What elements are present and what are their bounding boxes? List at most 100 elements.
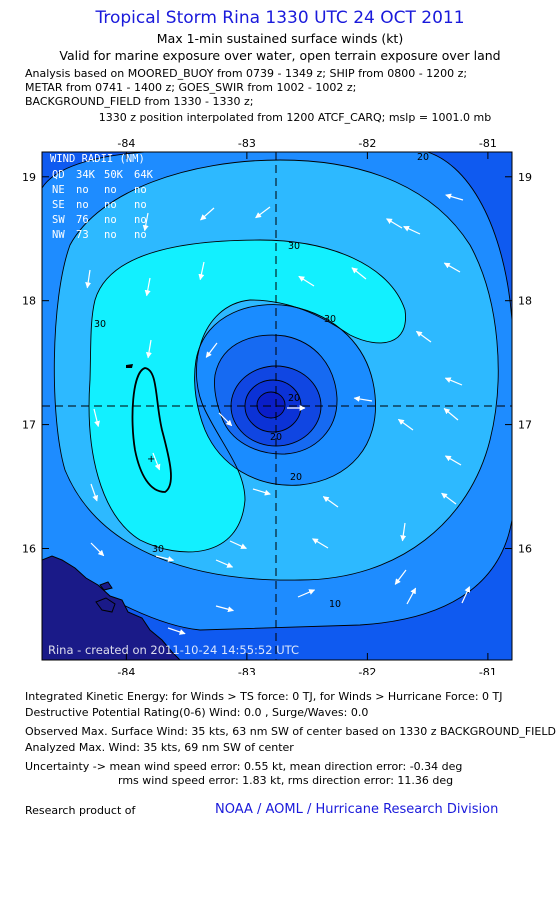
map-title: Tropical Storm Rina 1330 UTC 24 OCT 2011 xyxy=(95,8,465,28)
uncertainty-rms-text: rms wind speed error: 1.83 kt, rms direc… xyxy=(118,774,454,787)
wind-vector-arrow xyxy=(415,330,432,343)
map-subtitle-validity: Valid for marine exposure over water, op… xyxy=(59,48,501,63)
wind-level-core xyxy=(257,392,285,418)
contour-label: 30 xyxy=(152,544,164,555)
map-subtitle: Max 1-min sustained surface winds (kt) xyxy=(156,31,404,46)
wind-radii-cell: no xyxy=(104,229,117,241)
wind-vector-arrow xyxy=(322,496,339,508)
wind-vector-arrow xyxy=(443,262,461,273)
wind-radii-cell: no xyxy=(76,199,89,211)
lon-tick-label-top: -82 xyxy=(358,137,376,150)
center-crosshair xyxy=(42,152,512,660)
wind-vector-arrow xyxy=(205,342,218,358)
wind-vectors xyxy=(85,193,471,635)
uncertainty-text: Uncertainty -> mean wind speed error: 0.… xyxy=(25,760,463,773)
research-label: Research product of xyxy=(25,804,136,817)
wind-radii-cell: no xyxy=(134,199,147,211)
wind-vector-arrow xyxy=(167,627,186,635)
wind-radii-cell: SW xyxy=(52,214,65,226)
contour-label: 20 xyxy=(288,393,300,404)
wind-vector-arrow xyxy=(445,193,464,201)
wind-radii-header: 50K xyxy=(104,169,124,181)
wind-vector-arrow xyxy=(218,412,233,427)
contour-label: 30 xyxy=(288,241,300,252)
contour-label: 20 xyxy=(417,152,429,163)
axis-tick-labels: -84 -84 -83 -83 -82 -82 -81 -81 19 19 18 18 17 17 16 16 xyxy=(22,137,532,675)
max-wind-marker: + xyxy=(147,454,155,465)
wind-vector-arrow xyxy=(394,569,407,585)
analysis-line: Analysis based on MOORED_BUOY from 0739 … xyxy=(25,67,468,80)
lat-tick-label-left: 17 xyxy=(22,419,36,432)
lat-tick-label-right: 19 xyxy=(518,171,532,184)
lon-tick-label-top: -83 xyxy=(238,137,256,150)
wind-vector-arrow xyxy=(298,275,315,287)
island xyxy=(95,597,116,613)
wind-vector-arrow xyxy=(215,605,234,613)
dpr-text: Destructive Potential Rating(0-6) Wind: … xyxy=(25,706,369,719)
wind-vector-arrow xyxy=(142,212,149,232)
wind-vector-arrow xyxy=(441,492,457,505)
wind-map: 30 30 30 30 20 20 20 20 10 -84 -84 -83 -83 -82 -82 -81… xyxy=(22,137,532,675)
wind-radii-cell: no xyxy=(104,214,117,226)
axis-ticks xyxy=(42,152,512,660)
wind-vector-arrow xyxy=(351,267,367,280)
wind-vector-arrow xyxy=(353,395,373,402)
wind-vector-arrow xyxy=(85,269,92,289)
lat-tick-label-right: 16 xyxy=(518,542,532,555)
wind-vector-arrow xyxy=(386,218,403,229)
lon-tick-label-top: -84 xyxy=(117,137,135,150)
wind-vector-arrow xyxy=(215,559,234,568)
wind-vector-arrow xyxy=(90,483,99,502)
created-label: Rina - created on 2011-10-24 14:55:52 UT… xyxy=(48,643,299,657)
lon-tick-label-top: -81 xyxy=(479,137,497,150)
ike-text: Integrated Kinetic Energy: for Winds > T… xyxy=(25,690,503,703)
contour-label: 20 xyxy=(290,472,302,483)
lon-tick-label-bottom: -84 xyxy=(117,666,135,675)
wind-vector-arrow xyxy=(155,555,175,562)
island xyxy=(126,364,133,368)
wind-radii-cell: no xyxy=(104,184,117,196)
lat-tick-label-left: 18 xyxy=(22,295,36,308)
org-link[interactable]: NOAA / AOML / Hurricane Research Divisio… xyxy=(215,802,499,817)
wind-radii-cell: no xyxy=(76,184,89,196)
contour-labels: 30 30 30 30 20 20 20 20 10 xyxy=(94,152,429,610)
wind-vector-arrow xyxy=(198,261,205,281)
wind-vector-arrow xyxy=(444,455,462,466)
analysis-line: METAR from 0741 - 1400 z; GOES_SWIR from… xyxy=(25,81,357,94)
analyzed-wind-text: Analyzed Max. Wind: 35 kts, 69 nm SW of … xyxy=(25,741,294,754)
lat-tick-label-left: 19 xyxy=(22,171,36,184)
wind-vector-arrow xyxy=(400,522,407,542)
wind-radii-cell: no xyxy=(134,184,147,196)
wind-radii-cell: 73 xyxy=(76,229,89,241)
contour-label: 10 xyxy=(329,599,341,610)
wind-vector-arrow xyxy=(229,540,247,549)
wind-radii-cell: NE xyxy=(52,184,65,196)
wind-vector-arrow xyxy=(406,587,417,605)
wind-vector-arrow xyxy=(200,207,215,221)
wind-vector-arrow xyxy=(297,589,316,598)
plot-frame xyxy=(41,151,513,661)
analysis-line: BACKGROUND_FIELD from 1330 - 1330 z; xyxy=(25,95,254,108)
wind-vector-arrow xyxy=(255,206,271,219)
wind-vector-arrow xyxy=(152,452,161,471)
wind-radii-header: 34K xyxy=(76,169,96,181)
contour-label: 30 xyxy=(94,319,106,330)
wind-vector-arrow xyxy=(461,586,471,604)
contour-label: 30 xyxy=(324,314,336,325)
wind-vector-arrow xyxy=(93,408,100,428)
wind-vector-arrow xyxy=(444,377,463,386)
lon-tick-label-bottom: -81 xyxy=(479,666,497,675)
wind-radii-table: WIND RADII (NM) QD 34K 50K 64K NE no no no SE no no… xyxy=(50,153,154,241)
wind-radii-title: WIND RADII (NM) xyxy=(50,153,145,165)
lon-tick-label-bottom: -83 xyxy=(238,666,256,675)
wind-vector-arrow xyxy=(144,277,151,297)
contour-label: 20 xyxy=(270,432,282,443)
wind-radii-cell: no xyxy=(134,214,147,226)
wind-level-30-35-inner xyxy=(131,367,172,493)
wind-radii-header: 64K xyxy=(134,169,154,181)
lat-tick-label-right: 17 xyxy=(518,419,532,432)
wind-radii-cell: 76 xyxy=(76,214,89,226)
wind-vector-arrow xyxy=(312,538,329,549)
wind-vector-arrow xyxy=(443,408,459,421)
island xyxy=(99,581,113,591)
